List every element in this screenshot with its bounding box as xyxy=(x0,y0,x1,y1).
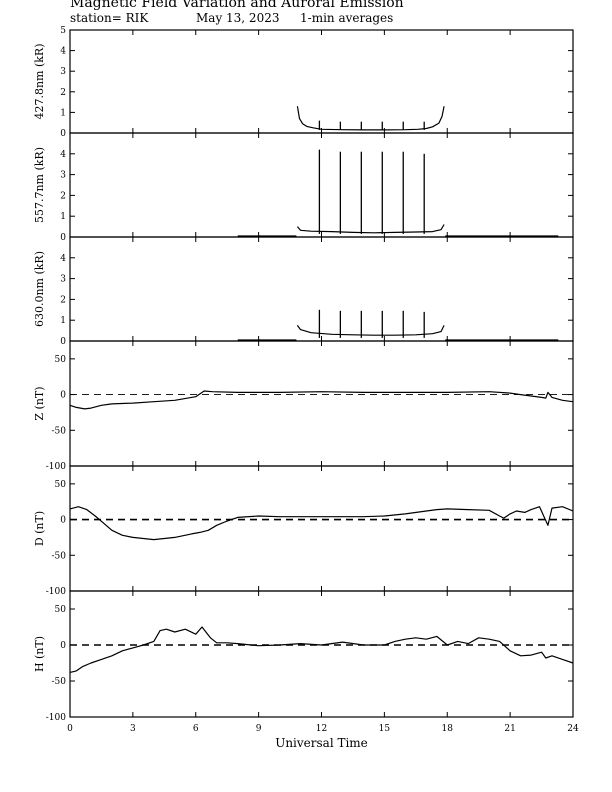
panel-4-ylabel: Z (nT) xyxy=(33,386,46,420)
panel-2-ytick-label: 0 xyxy=(60,233,66,243)
panel-5-ytick-label: -50 xyxy=(52,551,67,561)
panel-4-frame xyxy=(69,340,574,467)
panel-1-series-1 xyxy=(296,106,445,131)
x-tick-label: 12 xyxy=(316,724,327,734)
panel-6-series-1 xyxy=(69,626,574,673)
panel-5-series-1 xyxy=(69,506,574,541)
panel-6-ytick-label: -100 xyxy=(46,713,66,723)
panel-1-ytick-label: 1 xyxy=(60,108,66,118)
station-label: station= RIK xyxy=(70,11,149,25)
panel-3-ytick-label: 3 xyxy=(60,275,66,285)
panel-5-ytick-label: 50 xyxy=(55,480,67,490)
panel-2-ylabel: 557.7nm (kR) xyxy=(33,147,46,223)
x-tick-label: 0 xyxy=(67,724,73,734)
panel-2-series-2 xyxy=(296,224,445,234)
panel-3-series-2 xyxy=(296,325,445,336)
x-tick-label: 6 xyxy=(193,724,199,734)
panel-2-ytick-label: 4 xyxy=(60,150,66,160)
panel-2-frame xyxy=(69,132,574,238)
panel-3-frame xyxy=(69,236,574,342)
panel-2-ytick-label: 1 xyxy=(60,212,66,222)
panel-5-ytick-label: -100 xyxy=(46,587,66,597)
panel-3-ylabel: 630.0nm (kR) xyxy=(33,251,46,327)
x-tick-label: 18 xyxy=(442,724,454,734)
panel-1-ytick-label: 5 xyxy=(60,26,66,36)
panel-6-ytick-label: 0 xyxy=(60,641,66,651)
panel-4-ytick-label: 50 xyxy=(55,355,67,365)
panel-2-ytick-label: 2 xyxy=(60,191,66,201)
averaging-label: 1-min averages xyxy=(300,11,394,25)
panel-3-ytick-label: 2 xyxy=(60,295,66,305)
panel-1-frame xyxy=(69,29,574,134)
x-tick-label: 9 xyxy=(256,724,262,734)
panel-1-ytick-label: 0 xyxy=(60,129,66,139)
panel-5-ylabel: D (nT) xyxy=(33,511,46,546)
panel-4-series-1 xyxy=(69,390,574,410)
date-label: May 13, 2023 xyxy=(196,11,280,25)
panel-6-ytick-label: 50 xyxy=(55,605,67,615)
chart-title: Magnetic Field Variation and Auroral Emi… xyxy=(70,0,404,11)
panel-4-ytick-label: -50 xyxy=(52,426,67,436)
x-tick-label: 3 xyxy=(130,724,136,734)
panel-4-ytick-label: 0 xyxy=(60,391,66,401)
x-tick-label: 21 xyxy=(504,724,515,734)
panel-6-ytick-label: -50 xyxy=(52,677,67,687)
panel-2-ytick-label: 3 xyxy=(60,171,66,181)
panel-6-ylabel: H (nT) xyxy=(33,636,46,672)
panel-3-ytick-label: 1 xyxy=(60,316,66,326)
panel-1-ytick-label: 3 xyxy=(60,67,66,77)
panel-5-ytick-label: 0 xyxy=(60,516,66,526)
panel-6-frame xyxy=(69,590,574,718)
x-axis-label: Universal Time xyxy=(275,736,368,750)
panel-4-ytick-label: -100 xyxy=(46,462,66,472)
panel-1-ytick-label: 2 xyxy=(60,88,66,98)
panel-1-ytick-label: 4 xyxy=(60,47,66,57)
x-tick-label: 24 xyxy=(567,724,579,734)
panel-1-ylabel: 427.8nm (kR) xyxy=(33,43,46,119)
x-tick-label: 15 xyxy=(379,724,391,734)
panel-3-ytick-label: 4 xyxy=(60,254,66,264)
panel-5-frame xyxy=(69,465,574,592)
panel-3-ytick-label: 0 xyxy=(60,337,66,347)
